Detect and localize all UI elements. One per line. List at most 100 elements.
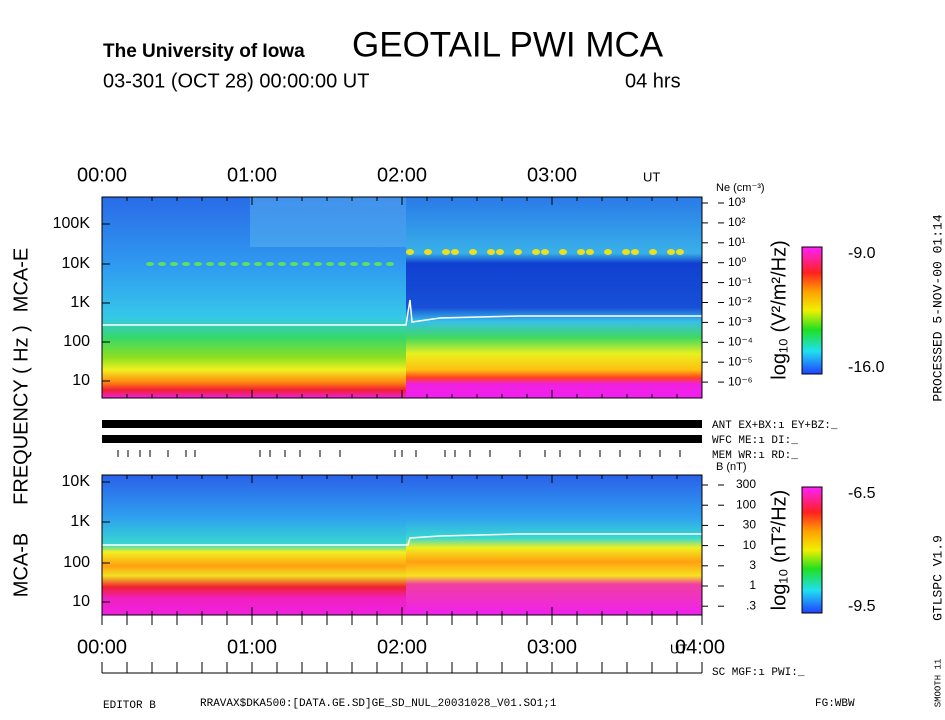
emission [532,249,540,255]
b-label: 300 [736,477,756,491]
freq-label: 100 [63,333,90,350]
status-line: MEM WR:ı RD:_ [712,450,798,462]
status-line: ANT EX+BX:ı EY+BZ:_ [712,420,838,432]
time-label: 03:00 [527,164,577,186]
spectrogram-b [406,475,702,615]
freq-label: 10K [62,255,91,272]
b-label: .3 [746,598,756,612]
freq-label: 100 [63,554,90,571]
mem-ticks [117,450,681,457]
emission [266,262,274,266]
emission [496,249,504,255]
time-label: 00:00 [77,164,127,186]
time-label: 04:00 [675,636,725,658]
emission [451,249,459,255]
time-label: 01:00 [227,636,277,658]
emission [469,249,477,255]
time-label: 03:00 [527,636,577,658]
time-unit: UT [643,169,660,184]
emission [622,249,630,255]
emission [374,262,382,266]
axis-label: FREQUENCY ( Hz ) [10,325,32,505]
spectrogram-e-patch [250,197,406,247]
emission [442,249,450,255]
wfc-bar [102,435,702,443]
ne-label: 10⁻¹ [728,275,752,289]
ne-label: 10⁻⁵ [728,354,753,368]
ant-bar [102,420,702,428]
emission [559,249,567,255]
freq-label: 100K [53,215,91,232]
emission [218,262,226,266]
emission [487,249,495,255]
colorbar-max: -6.5 [848,485,876,502]
freq-label: 1K [70,294,90,311]
duration: 04 hrs [625,70,681,92]
emission [302,262,310,266]
emission [631,249,639,255]
status-line: WFC ME:ı DI:_ [712,435,798,447]
b-title: B (nT) [716,461,747,473]
emission [676,249,684,255]
freq-label: 1K [70,513,90,530]
emission [170,262,178,266]
spectrogram-e [406,197,702,398]
ne-label: 10⁻⁶ [728,374,753,388]
axis-label: MCA-E [10,248,32,312]
emission [242,262,250,266]
emission [290,262,298,266]
colorbar-label: log₁₀ (nT²/Hz) [768,490,790,611]
emission [278,262,286,266]
emission [350,262,358,266]
emission [254,262,262,266]
emission [158,262,166,266]
emission [194,262,202,266]
freq-label: 10 [72,372,90,389]
ne-label: 10⁰ [728,255,746,269]
b-label: 30 [743,518,757,532]
institution: The University of Iowa [103,41,305,62]
emission [386,262,394,266]
emission [604,249,612,255]
colorbar-min: -16.0 [848,359,885,376]
ne-title: Ne (cm⁻³) [716,182,765,194]
time-label: 01:00 [227,164,277,186]
ne-label: 10⁻² [728,295,752,309]
b-label: 100 [736,497,756,511]
colorbar-max: -9.0 [848,245,876,262]
emission [667,249,675,255]
emission [314,262,322,266]
ne-label: 10⁻⁴ [728,334,753,348]
b-label: 3 [749,558,756,572]
density-trace [102,299,702,326]
emission [406,249,414,255]
emission [326,262,334,266]
file-path: RRAVAX$DKA500:[DATA.GE.SD]GE_SD_NUL_2003… [200,698,557,710]
emission [362,262,370,266]
ne-label: 10¹ [728,235,745,249]
freq-label: 10K [62,473,91,490]
emission [586,249,594,255]
emission [146,262,154,266]
title: GEOTAIL PWI MCA [352,25,664,64]
time-unit: UT [670,641,687,656]
ne-label: 10² [728,215,745,229]
processed: PROCESSED 5-NOV-00 01:14 [930,214,945,401]
date-line: 03-301 (OCT 28) 00:00:00 UT [103,70,369,92]
smooth: SMOOTH 11 [933,659,943,708]
field-trace [102,533,702,546]
time-label: 02:00 [377,636,427,658]
emission [338,262,346,266]
colorbar-label: log₁₀ (V²/m²/Hz) [768,240,790,380]
emission [424,249,432,255]
editor: EDITOR B [103,700,156,712]
emission [206,262,214,266]
fg: FG:WBW [815,698,855,710]
emission [649,249,657,255]
emission [230,262,238,266]
colorbar-e [801,246,823,375]
emission [182,262,190,266]
colorbar-min: -9.5 [848,598,876,615]
b-label: 1 [749,578,756,592]
